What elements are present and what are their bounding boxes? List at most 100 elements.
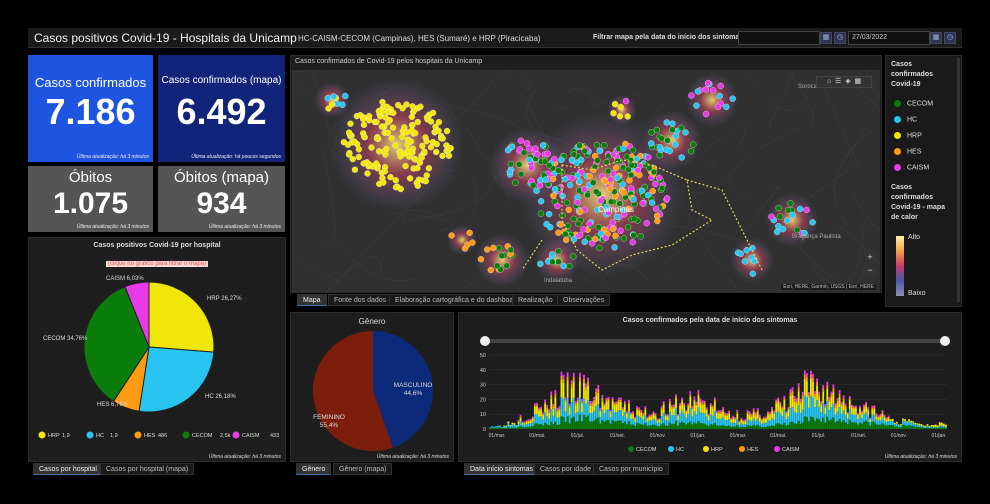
bar-segment-caism[interactable] — [648, 414, 651, 416]
map-case-dot-hc[interactable] — [547, 224, 554, 231]
bar-segment-hc[interactable] — [628, 411, 630, 422]
bar-segment-hrp[interactable] — [718, 413, 720, 419]
map-case-dot-hrp[interactable] — [412, 156, 419, 163]
map-case-dot-hrp[interactable] — [439, 135, 446, 142]
bar-segment-hes[interactable] — [636, 407, 639, 410]
bar-segment-hrp[interactable] — [574, 405, 577, 414]
bar-segment-hes[interactable] — [517, 420, 520, 422]
bar-segment-hc[interactable] — [826, 400, 829, 417]
bar-segment-caism[interactable] — [834, 403, 837, 406]
map-case-dot-cecom[interactable] — [507, 161, 515, 168]
map-case-dot-hrp[interactable] — [373, 118, 380, 126]
bar-segment-hrp[interactable] — [887, 418, 890, 422]
bar-segment-hc[interactable] — [812, 397, 814, 418]
bar-segment-caism[interactable] — [765, 416, 767, 418]
map-case-dot-caism[interactable] — [607, 176, 614, 183]
bar-segment-hrp[interactable] — [861, 413, 863, 418]
bar-segment-caism[interactable] — [758, 414, 761, 417]
bar-segment-caism[interactable] — [740, 417, 743, 419]
map-case-dot-hrp[interactable] — [396, 149, 404, 156]
map-case-dot-hc[interactable] — [648, 199, 656, 206]
map-case-dot-caism[interactable] — [532, 145, 539, 152]
bar-segment-hc[interactable] — [603, 413, 606, 422]
map-case-dot-cecom[interactable] — [590, 179, 597, 186]
bar-segment-hc[interactable] — [789, 408, 792, 423]
bar-segment-hc[interactable] — [936, 427, 939, 429]
bar-segment-hc[interactable] — [836, 411, 839, 421]
bar-segment-hc[interactable] — [859, 414, 861, 423]
bar-segment-cecom[interactable] — [546, 424, 549, 429]
bar-segment-hc[interactable] — [893, 424, 896, 427]
bar-segment-hc[interactable] — [521, 424, 524, 428]
bar-segment-hes[interactable] — [521, 422, 524, 424]
map-case-dot-cecom[interactable] — [656, 152, 663, 159]
bar-segment-cecom[interactable] — [554, 421, 557, 429]
bar-segment-caism[interactable] — [560, 371, 563, 376]
bar-segment-hc[interactable] — [844, 414, 847, 423]
bar-segment-hrp[interactable] — [783, 399, 786, 411]
bar-segment-hes[interactable] — [756, 410, 759, 413]
bar-segment-hc[interactable] — [687, 413, 690, 423]
bar-segment-cecom[interactable] — [568, 423, 571, 429]
bar-segment-caism[interactable] — [730, 417, 733, 419]
bar-segment-hes[interactable] — [873, 407, 876, 410]
bar-segment-caism[interactable] — [775, 399, 778, 402]
bar-segment-cecom[interactable] — [556, 424, 559, 429]
bar-segment-hes[interactable] — [746, 411, 749, 414]
bar-segment-caism[interactable] — [801, 391, 804, 396]
bar-segment-hc[interactable] — [701, 413, 704, 424]
bar-segment-caism[interactable] — [826, 381, 829, 386]
bar-segment-cecom[interactable] — [942, 427, 945, 429]
bar-segment-hrp[interactable] — [807, 397, 810, 408]
bar-segment-hrp[interactable] — [632, 414, 634, 419]
bar-segment-cecom[interactable] — [497, 427, 500, 429]
bar-segment-caism[interactable] — [628, 399, 630, 402]
bar-segment-hes[interactable] — [613, 403, 616, 406]
bar-segment-hrp[interactable] — [603, 406, 606, 414]
timeline-legend-item-hrp[interactable]: HRP — [703, 446, 723, 453]
bar-segment-hes[interactable] — [685, 410, 688, 413]
bar-segment-hc[interactable] — [916, 424, 919, 427]
bar-segment-hrp[interactable] — [572, 381, 575, 398]
map-case-dot-cecom[interactable] — [794, 226, 801, 234]
bar-segment-hc[interactable] — [581, 412, 583, 422]
map-case-dot-hc[interactable] — [775, 223, 782, 230]
bar-segment-hrp[interactable] — [709, 406, 712, 415]
bar-segment-hc[interactable] — [762, 422, 765, 427]
bar-segment-hes[interactable] — [673, 406, 675, 409]
bar-segment-caism[interactable] — [529, 418, 532, 420]
bar-segment-hes[interactable] — [844, 405, 847, 409]
bar-segment-caism[interactable] — [734, 417, 737, 419]
bar-segment-hes[interactable] — [720, 411, 722, 414]
clock-icon[interactable]: ◷ — [834, 32, 846, 44]
bar-segment-hc[interactable] — [918, 425, 921, 428]
bar-segment-hc[interactable] — [570, 401, 573, 419]
bar-segment-hrp[interactable] — [889, 419, 892, 422]
map-case-dot-hc[interactable] — [716, 92, 723, 100]
bar-segment-hc[interactable] — [879, 419, 882, 425]
bar-segment-hes[interactable] — [881, 412, 884, 414]
bar-segment-caism[interactable] — [699, 398, 702, 402]
map-case-dot-hc[interactable] — [749, 270, 756, 277]
bar-segment-hrp[interactable] — [701, 404, 704, 414]
bar-segment-hc[interactable] — [531, 421, 534, 427]
bar-segment-caism[interactable] — [568, 403, 571, 406]
bar-segment-cecom[interactable] — [499, 427, 502, 429]
bar-segment-hrp[interactable] — [748, 414, 751, 421]
bar-segment-cecom[interactable] — [891, 424, 894, 429]
bar-segment-hrp[interactable] — [836, 403, 839, 412]
bar-segment-hc[interactable] — [781, 416, 784, 425]
map-case-dot-hrp[interactable] — [345, 129, 353, 136]
bar-segment-hc[interactable] — [720, 418, 722, 426]
bar-segment-hc[interactable] — [697, 407, 700, 422]
bar-segment-hes[interactable] — [885, 418, 888, 420]
bar-segment-hc[interactable] — [760, 423, 763, 428]
map-case-dot-hes[interactable] — [563, 236, 570, 244]
bar-segment-cecom[interactable] — [724, 425, 726, 429]
bar-segment-cecom[interactable] — [912, 425, 915, 429]
bar-segment-hes[interactable] — [681, 399, 684, 402]
bar-segment-hc[interactable] — [867, 415, 870, 423]
bar-segment-caism[interactable] — [525, 419, 528, 421]
bar-segment-hrp[interactable] — [630, 414, 632, 420]
bar-segment-hrp[interactable] — [746, 413, 749, 420]
